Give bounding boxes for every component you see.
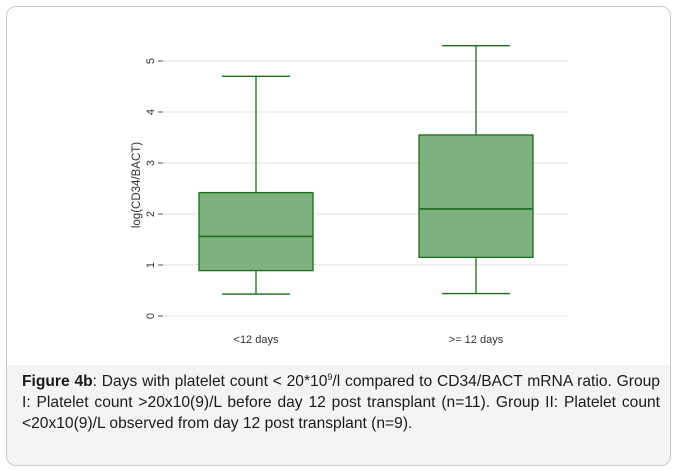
y-tick-label: 2 [145, 211, 157, 217]
y-tick-label: 1 [145, 262, 157, 268]
y-tick-label: 3 [145, 160, 157, 166]
caption-superscript: 9 [327, 371, 333, 382]
y-axis-label: log(CD34/BACT) [131, 142, 143, 228]
figure-caption: Figure 4b: Days with platelet count < 20… [22, 371, 660, 435]
y-tick-label: 4 [145, 109, 157, 115]
category-label: <12 days [234, 334, 279, 346]
category-label: >= 12 days [449, 334, 504, 346]
y-tick-label: 0 [145, 313, 157, 319]
figure-frame: 0 1 2 3 4 5 log(CD34/BACT) <12 days >= 12 days F… [6, 6, 671, 466]
iqr-box [198, 191, 314, 272]
y-tick-label: 5 [145, 58, 157, 64]
caption-text-1: : Days with platelet count < 20*10 [92, 373, 328, 390]
plot-area: 0 1 2 3 4 5 log(CD34/BACT) <12 days >= 12 days [7, 7, 670, 365]
iqr-box [418, 134, 534, 258]
box-plot-chart: 0 1 2 3 4 5 log(CD34/BACT) <12 days >= 12 days [131, 45, 568, 346]
caption-text-2: /l compared to CD34/BACT mRNA ratio. Gro… [22, 373, 660, 433]
caption-label: Figure 4b [22, 373, 93, 390]
